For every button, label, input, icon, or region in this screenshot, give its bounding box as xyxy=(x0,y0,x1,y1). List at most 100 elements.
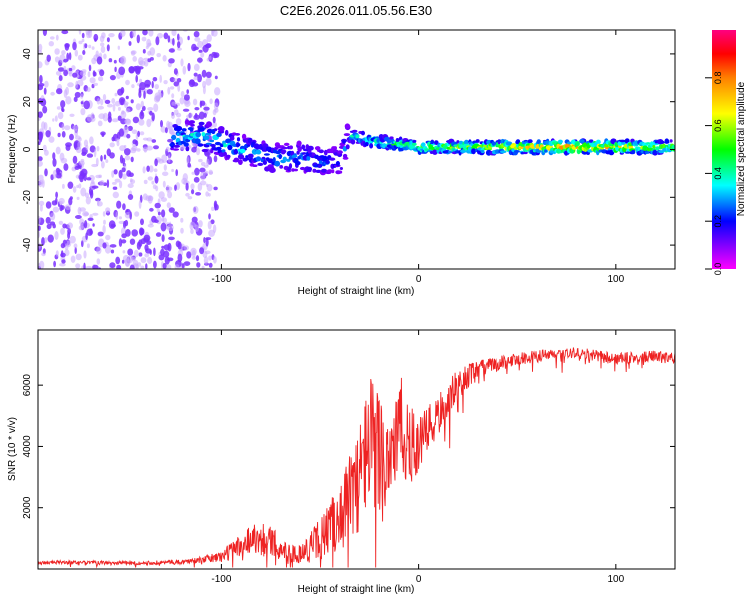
spectrogram-speckle xyxy=(70,196,73,200)
spectrogram-ridge-cell xyxy=(282,147,288,150)
spectrogram-speckle xyxy=(39,243,41,249)
spectrogram-speckle xyxy=(86,87,91,92)
spectrogram-speckle xyxy=(60,253,66,258)
spectrogram-speckle xyxy=(105,207,110,213)
spectrogram-speckle xyxy=(161,209,165,217)
spectrogram-speckle xyxy=(163,181,166,188)
snr-ylabel: SNR (10 * v/v) xyxy=(7,417,18,481)
spectrogram-ridge-cell xyxy=(500,150,507,153)
spectrogram-ridge-cell xyxy=(199,122,205,125)
spectrogram-ridge-cell xyxy=(476,139,480,143)
spectrogram-speckle xyxy=(60,228,65,235)
spectrogram-speckle xyxy=(115,257,120,265)
spectrogram-speckle xyxy=(194,107,199,110)
spectrogram-speckle xyxy=(114,67,116,72)
spectrogram-speckle xyxy=(82,50,85,55)
spectrogram-speckle xyxy=(205,171,209,175)
spectrogram-speckle xyxy=(153,103,158,112)
spectrogram-speckle xyxy=(96,247,101,254)
spectrogram-ridge-cell xyxy=(281,150,286,155)
spectrogram-ridge-cell xyxy=(596,140,601,145)
spectrogram-speckle xyxy=(119,216,122,219)
spectrogram-speckle xyxy=(131,157,134,163)
spectrogram-ridge-cell xyxy=(544,149,547,152)
spectrogram-speckle xyxy=(83,101,90,110)
spectrogram-speckle xyxy=(213,256,217,263)
spectrogram-ylabel: Frequency (Hz) xyxy=(7,115,18,184)
spectrogram-speckle xyxy=(127,249,133,256)
spectrogram-speckle xyxy=(154,168,158,172)
spectrogram-speckle xyxy=(72,42,77,51)
spectrogram-speckle xyxy=(67,222,73,228)
spectrogram-ridge-cell xyxy=(234,149,238,155)
spectrogram-speckle xyxy=(137,131,140,137)
spectrogram-speckle xyxy=(103,211,106,217)
spectrogram-speckle xyxy=(61,259,65,263)
spectrogram-ridge-cell xyxy=(237,137,240,141)
spectrogram-ridge-cell xyxy=(190,128,193,132)
spectrogram-speckle xyxy=(65,87,69,95)
spectrogram-speckle xyxy=(193,77,198,80)
spectrogram-speckle xyxy=(110,75,116,80)
spectrogram-speckle xyxy=(209,263,213,268)
spectrogram-speckle xyxy=(151,181,154,185)
spectrogram-speckle xyxy=(58,133,61,137)
spectrogram-speckle xyxy=(180,97,185,104)
spectrogram-speckle xyxy=(93,70,96,77)
spectrogram-speckle xyxy=(196,262,200,268)
spectrogram-speckle xyxy=(164,33,169,40)
spectrogram-speckle xyxy=(64,125,70,130)
spectrogram-speckle xyxy=(168,35,171,42)
spectrogram-speckle xyxy=(168,154,171,163)
spectrogram-ridge-cell xyxy=(223,143,227,147)
spectrogram-speckle xyxy=(213,109,217,115)
spectrogram-speckle xyxy=(120,99,124,105)
spectrogram-ridge-cell xyxy=(284,143,290,146)
spectrogram-speckle xyxy=(174,185,177,191)
spectrogram-speckle xyxy=(65,243,69,250)
spectrogram-ridge-cell xyxy=(169,143,173,146)
spectrogram-speckle xyxy=(190,222,195,226)
spectrogram-speckle xyxy=(133,117,139,124)
spectrogram-speckle xyxy=(69,68,72,71)
spectrogram-speckle xyxy=(171,93,174,98)
spectrogram-ridge-cell xyxy=(240,149,246,153)
spectrogram-speckle xyxy=(79,174,84,183)
spectrogram-speckle xyxy=(146,146,153,151)
spectrogram-ridge-cell xyxy=(660,141,664,144)
spectrogram-ridge-cell xyxy=(186,146,190,151)
spectrogram-speckle xyxy=(116,201,121,209)
spectrogram-speckle xyxy=(193,47,199,51)
spectrogram-speckle xyxy=(190,183,194,189)
spectrogram-speckle xyxy=(100,180,105,186)
spectrogram-speckle xyxy=(73,186,77,193)
x-tick-label: 100 xyxy=(607,274,624,285)
spectrogram-speckle xyxy=(194,73,198,77)
spectrogram-ridge-cell xyxy=(173,148,180,151)
spectrogram-ridge-cell xyxy=(227,145,232,151)
spectrogram-speckle xyxy=(98,113,105,119)
spectrogram-speckle xyxy=(46,201,52,209)
spectrogram-speckle xyxy=(68,182,74,189)
spectrogram-speckle xyxy=(109,58,113,62)
spectrogram-speckle xyxy=(94,149,97,157)
spectrogram-speckle xyxy=(109,262,115,268)
spectrogram-ridge-cell xyxy=(412,143,417,146)
x-tick-label: -100 xyxy=(211,274,231,285)
spectrogram-speckle xyxy=(98,106,104,110)
spectrogram-ridge-cell xyxy=(199,127,205,131)
spectrogram-speckle xyxy=(214,87,220,95)
spectrogram-speckle xyxy=(111,170,114,177)
spectrogram-speckle xyxy=(178,254,183,263)
spectrogram-speckle xyxy=(161,223,167,232)
spectrogram-speckle xyxy=(215,76,218,80)
spectrogram-speckle xyxy=(122,173,127,179)
spectrogram-speckle xyxy=(63,59,68,63)
spectrogram-speckle xyxy=(163,55,167,62)
spectrogram-speckle xyxy=(126,108,131,113)
spectrogram-speckle xyxy=(135,75,138,83)
spectrogram-speckle xyxy=(123,127,129,133)
spectrogram-speckle xyxy=(72,73,77,78)
spectrogram-speckle xyxy=(65,204,71,210)
spectrogram-speckle xyxy=(84,212,90,216)
